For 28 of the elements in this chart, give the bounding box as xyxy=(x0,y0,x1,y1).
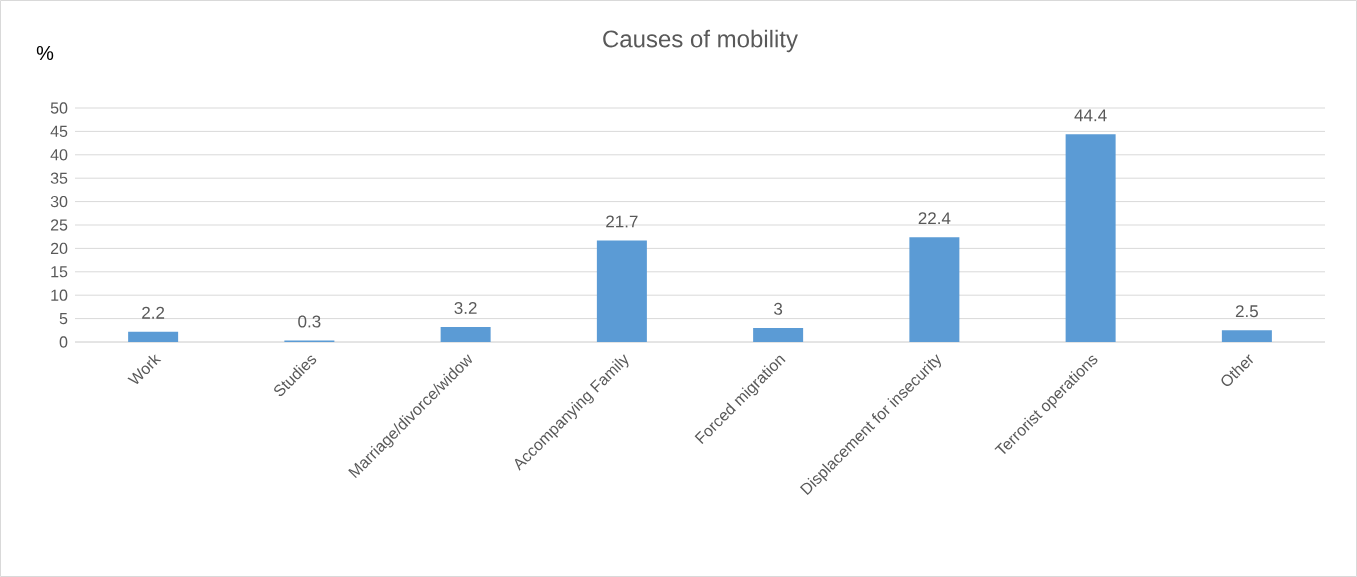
y-tick-label: 5 xyxy=(59,313,68,325)
y-tick-label: 15 xyxy=(51,266,68,278)
bar xyxy=(1065,134,1116,342)
y-tick-label: 25 xyxy=(50,219,68,231)
data-label: 21.7 xyxy=(606,215,638,228)
y-tick-label: 30 xyxy=(50,195,68,208)
chart-title: Causes of mobility xyxy=(603,29,798,53)
data-label: 2.5 xyxy=(1235,305,1258,318)
bar xyxy=(753,327,804,342)
data-label: 44.4 xyxy=(1074,109,1107,122)
data-label: 3.2 xyxy=(454,301,477,314)
data-label: 0.3 xyxy=(298,315,321,328)
y-tick-label: 0 xyxy=(59,336,68,348)
bar xyxy=(1221,330,1272,342)
y-tick-label: 45 xyxy=(50,125,68,137)
y-tick-label: 10 xyxy=(51,289,68,301)
data-label: 2.2 xyxy=(142,306,165,319)
y-axis-title: % xyxy=(36,45,54,61)
bar xyxy=(909,237,960,342)
y-tick-label: 50 xyxy=(50,102,68,114)
y-tick-label: 35 xyxy=(50,172,68,184)
bar xyxy=(128,331,179,342)
data-label: 3 xyxy=(774,302,783,315)
bar xyxy=(440,327,491,342)
bar xyxy=(596,240,647,342)
y-tick-label: 40 xyxy=(50,149,68,161)
y-tick-label: 20 xyxy=(50,242,68,255)
data-label: 22.4 xyxy=(918,212,951,225)
